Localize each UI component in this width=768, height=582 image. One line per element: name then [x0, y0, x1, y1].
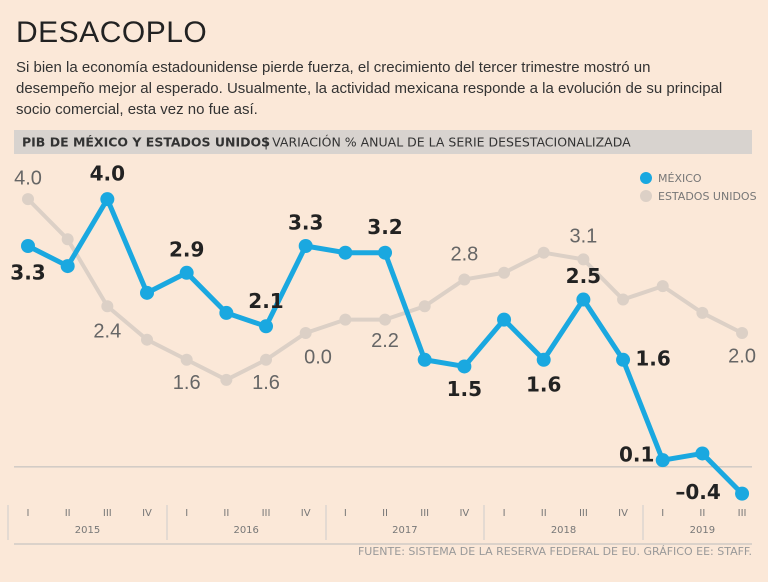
- point: [260, 353, 273, 366]
- point: [735, 486, 750, 501]
- data-label: 2.1: [248, 289, 283, 313]
- chart-subtitle: | VARIACIÓN % ANUAL DE LA SERIE DESESTAC…: [264, 135, 631, 150]
- legend-label: ESTADOS UNIDOS: [658, 190, 757, 203]
- x-tick-label: III: [738, 508, 747, 519]
- point: [457, 359, 472, 374]
- data-label: 1.6: [173, 372, 201, 394]
- x-tick-label: IV: [459, 508, 469, 519]
- x-tick-label: I: [503, 508, 506, 519]
- data-label: 2.9: [169, 237, 204, 261]
- x-tick-label: II: [541, 508, 547, 519]
- point: [695, 446, 710, 461]
- point: [655, 453, 670, 468]
- data-label: 3.3: [288, 211, 323, 235]
- data-label: 2.0: [728, 345, 756, 367]
- legend-label: MÉXICO: [658, 172, 702, 185]
- point: [298, 239, 313, 253]
- x-tick-label: II: [223, 508, 229, 519]
- subtitle: Si bien la economía estadounidense pierd…: [16, 59, 651, 76]
- data-label: 4.0: [90, 162, 125, 186]
- x-tick-label: III: [262, 508, 271, 519]
- x-tick-label: IV: [618, 508, 628, 519]
- x-tick-label: II: [382, 508, 388, 519]
- x-tick-label: II: [65, 508, 71, 519]
- data-label: 2.4: [93, 321, 121, 343]
- x-tick-label: IV: [301, 508, 311, 519]
- header-bar: [14, 130, 752, 154]
- x-tick-label: I: [344, 508, 347, 519]
- point: [497, 312, 512, 327]
- data-label: 1.6: [252, 372, 280, 394]
- legend-marker: [640, 190, 652, 202]
- data-label: 1.6: [526, 372, 561, 396]
- data-label: 3.1: [569, 226, 597, 248]
- point: [179, 265, 194, 280]
- point: [338, 245, 353, 260]
- point: [21, 239, 35, 253]
- point: [577, 253, 590, 266]
- point: [259, 319, 274, 334]
- point: [537, 246, 550, 259]
- year-label: 2019: [690, 525, 715, 536]
- x-tick-label: I: [27, 508, 30, 519]
- data-label: 3.3: [10, 261, 45, 285]
- point: [100, 192, 115, 207]
- point: [378, 245, 393, 260]
- point: [219, 305, 234, 320]
- point: [616, 352, 631, 367]
- data-label: 2.2: [371, 330, 399, 352]
- point: [140, 285, 155, 300]
- year-label: 2016: [233, 525, 258, 536]
- point: [536, 352, 551, 367]
- data-label: 0.1: [619, 443, 654, 467]
- x-tick-label: II: [699, 508, 705, 519]
- x-tick-label: I: [185, 508, 188, 519]
- point: [22, 193, 34, 206]
- point: [220, 373, 233, 386]
- data-label: 4.0: [14, 167, 42, 189]
- subtitle: desempeño mejor al esperado. Usualmente,…: [16, 80, 722, 97]
- chart-title: PIB DE MÉXICO Y ESTADOS UNIDOS: [22, 135, 270, 150]
- point: [379, 313, 392, 326]
- data-label: 3.2: [367, 215, 402, 239]
- point: [339, 313, 352, 326]
- x-tick-label: I: [661, 508, 664, 519]
- point: [141, 333, 154, 346]
- point: [60, 259, 75, 274]
- point: [417, 352, 432, 367]
- point: [299, 327, 312, 339]
- point: [180, 353, 193, 366]
- source: FUENTE: SISTEMA DE LA RESERVA FEDERAL DE…: [358, 545, 752, 558]
- data-label: 1.5: [447, 377, 482, 401]
- x-tick-label: III: [579, 508, 588, 519]
- point: [418, 300, 431, 313]
- subtitle: socio comercial, esta vez no fue así.: [16, 101, 258, 118]
- legend-marker: [640, 172, 652, 184]
- data-label: –0.4: [675, 480, 720, 504]
- annotation: 0.0: [304, 346, 332, 368]
- data-label: 2.8: [450, 244, 478, 266]
- x-tick-label: III: [420, 508, 429, 519]
- x-tick-label: III: [103, 508, 112, 519]
- point: [696, 306, 709, 319]
- point: [656, 280, 669, 293]
- year-label: 2015: [75, 525, 100, 536]
- point: [101, 300, 114, 313]
- year-label: 2017: [392, 525, 417, 536]
- point: [736, 327, 749, 339]
- point: [458, 273, 471, 286]
- point: [61, 233, 74, 246]
- x-tick-label: IV: [142, 508, 152, 519]
- data-label: 2.5: [566, 264, 601, 288]
- point: [617, 293, 630, 306]
- data-label: 1.6: [635, 346, 670, 370]
- year-label: 2018: [551, 525, 576, 536]
- title: DESACOPLO: [16, 16, 207, 49]
- point: [576, 292, 591, 307]
- point: [498, 266, 511, 279]
